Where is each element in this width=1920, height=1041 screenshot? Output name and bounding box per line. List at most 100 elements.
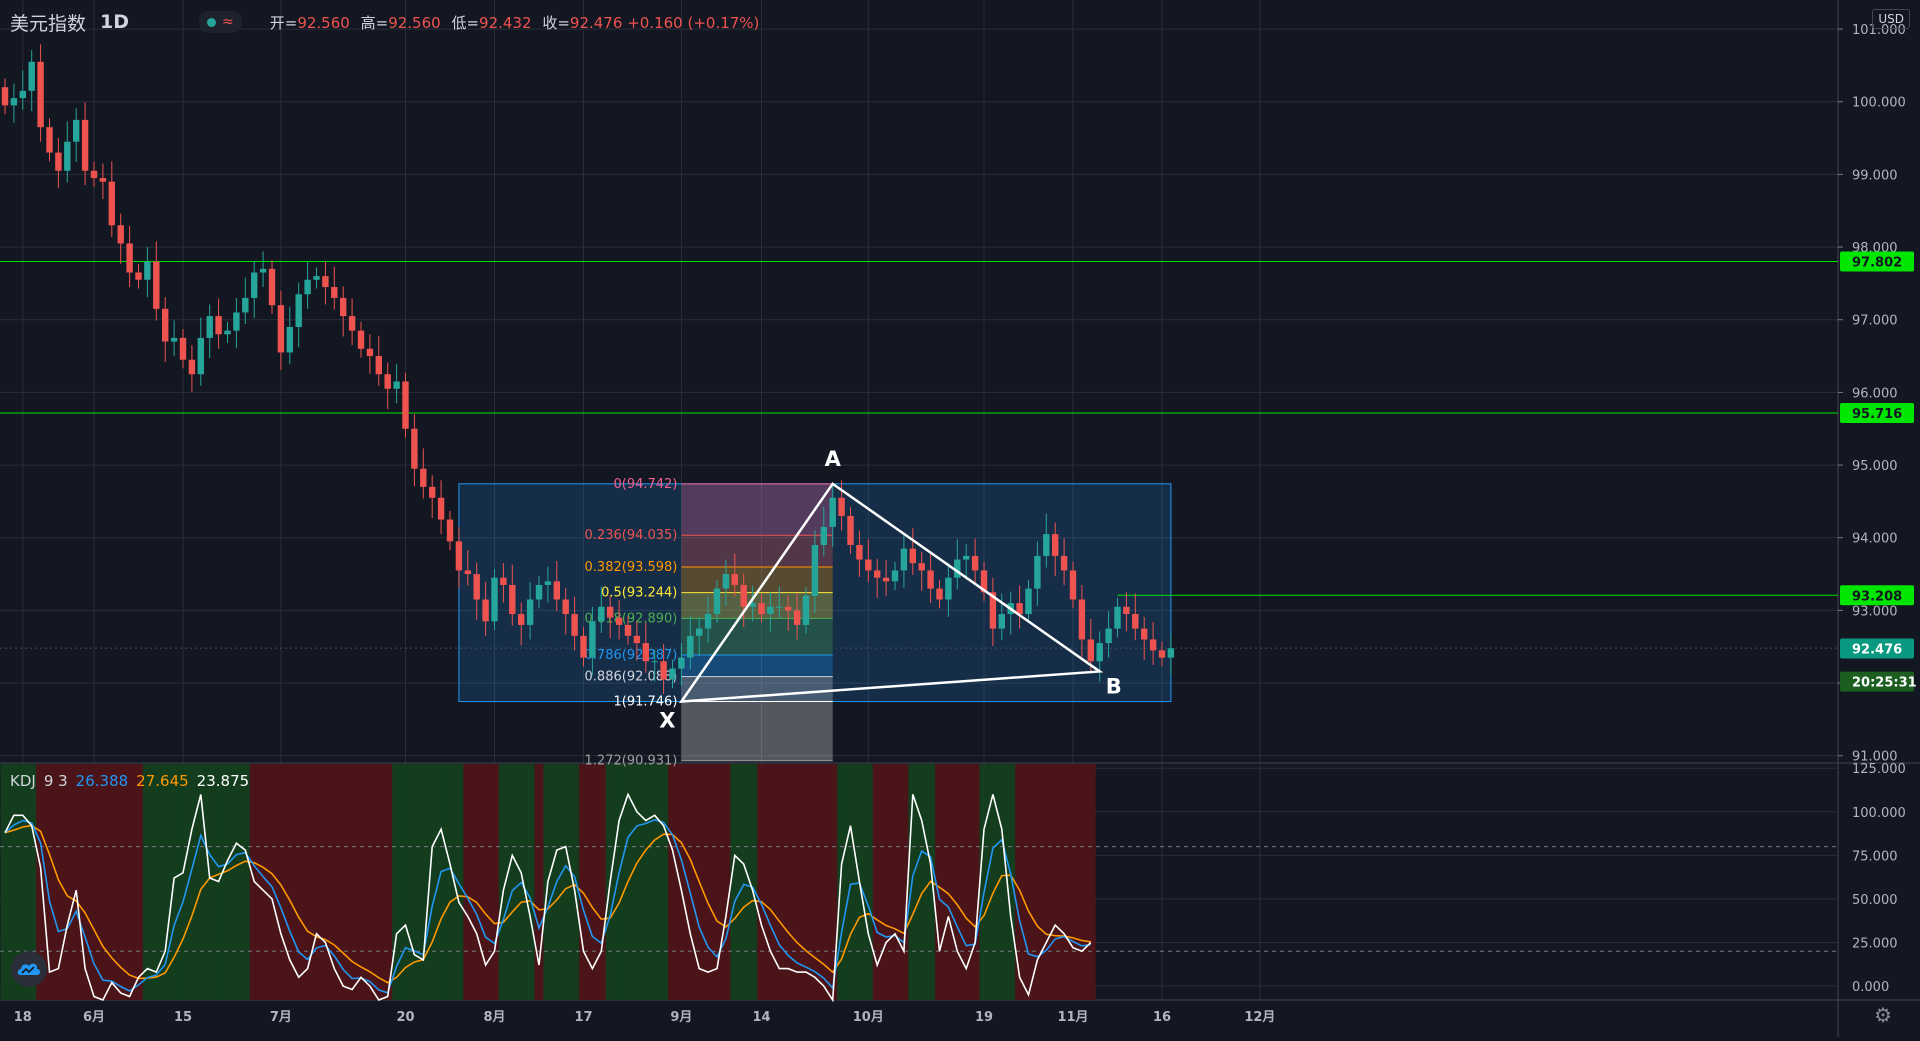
kdj-zone — [463, 764, 473, 1000]
candle-body — [197, 337, 204, 375]
candle-body — [64, 141, 71, 171]
kdj-zone — [659, 764, 669, 1000]
kdj-zone — [614, 764, 625, 1000]
candle-body — [366, 348, 374, 357]
xab-pattern: X A B — [659, 447, 1121, 733]
time-tick-label: 12月 — [1244, 1010, 1275, 1025]
status-pill[interactable]: ≈ — [199, 11, 242, 33]
kdj-zone — [356, 764, 366, 1000]
kdj-zone — [116, 764, 126, 1000]
kdj-zone — [9, 764, 19, 1000]
candle-body — [402, 381, 409, 429]
kdj-zone — [338, 764, 349, 1000]
close-label: 收= — [542, 13, 570, 32]
kdj-zone — [285, 764, 295, 1000]
high-label: 高= — [360, 13, 389, 32]
kdj-zone — [668, 764, 678, 1000]
kdj-zone — [1015, 764, 1025, 1000]
candle-body — [776, 606, 783, 608]
kdj-tick-label: 0.000 — [1852, 980, 1889, 995]
price-badge — [1840, 251, 1914, 272]
kdj-zone — [587, 764, 598, 1000]
candle-body — [713, 588, 721, 615]
kdj-zone — [908, 764, 918, 1000]
candle-body — [1167, 648, 1175, 658]
axes: 101.000100.00099.00098.00097.00096.00095… — [14, 23, 1917, 1025]
settings-gear-icon[interactable]: ⚙ — [1874, 1003, 1892, 1027]
pattern-point-label: B — [1106, 674, 1122, 698]
candle-body — [340, 297, 347, 317]
candle-body — [455, 541, 463, 571]
candle-body — [954, 559, 961, 578]
kdj-zone — [481, 764, 491, 1000]
kdj-indicator — [0, 792, 1838, 1003]
kdj-zone — [534, 764, 544, 1000]
interval-label[interactable]: 1D — [100, 11, 130, 33]
kdj-zone — [739, 764, 749, 1000]
kdj-zone — [472, 764, 482, 1000]
candle-body — [998, 614, 1005, 629]
candle-body — [411, 428, 418, 469]
kdj-tick-label: 50.000 — [1852, 893, 1898, 908]
candle-body — [81, 119, 89, 171]
high-value: 92.560 — [388, 13, 441, 32]
pattern-point-label: A — [825, 447, 842, 471]
price-badge — [1840, 638, 1914, 659]
time-tick-label: 18 — [14, 1010, 32, 1025]
currency-button[interactable]: USD — [1872, 9, 1910, 29]
candle-body — [313, 276, 320, 280]
candle-body — [696, 628, 703, 636]
candle-body — [464, 570, 471, 575]
candle-body — [224, 330, 231, 335]
kdj-zone — [53, 764, 64, 1000]
kdj-zone — [748, 764, 758, 1000]
fib-level-label: 0.382(93.598) — [585, 560, 678, 575]
candle-body — [348, 316, 356, 331]
kdj-zone — [1041, 764, 1052, 1000]
price-tick-label: 91.000 — [1852, 750, 1898, 765]
kdj-zone — [899, 764, 909, 1000]
candle-body — [963, 555, 970, 560]
candle-body — [758, 603, 765, 615]
kdj-zone — [650, 764, 660, 1000]
kdj-zone — [676, 764, 687, 1000]
candle-body — [286, 327, 293, 353]
open-value: 92.560 — [297, 13, 350, 32]
kdj-legend[interactable]: KDJ 9 3 26.388 27.645 23.875 — [10, 772, 249, 790]
candle-body — [99, 178, 107, 182]
fib-zone — [681, 654, 833, 677]
candle-body — [1043, 534, 1050, 556]
fib-level-label: 0.886(92.088) — [585, 670, 678, 685]
kdj-zone — [828, 764, 838, 1000]
kdj-zone — [837, 764, 847, 1000]
candle-body — [429, 486, 436, 498]
candle-body — [544, 581, 552, 585]
kdj-zone — [570, 764, 580, 1000]
candle-body — [927, 570, 934, 589]
fib-zone — [681, 535, 833, 567]
candle-body — [1132, 614, 1139, 629]
candle-body — [518, 614, 525, 625]
candle-body — [331, 287, 338, 298]
candle-body — [615, 617, 623, 625]
candlestick-series — [1, 44, 1175, 694]
market-status-dot-icon — [207, 17, 217, 27]
candle-body — [633, 635, 641, 644]
tradingview-logo-icon[interactable] — [11, 951, 47, 987]
kdj-zone — [409, 764, 420, 1000]
candle-body — [900, 548, 908, 571]
candle-body — [989, 592, 997, 629]
price-badge — [1840, 585, 1914, 606]
kdj-zone — [125, 764, 135, 1000]
kdj-zone — [765, 764, 776, 1000]
symbol-name[interactable]: 美元指数 — [10, 12, 87, 35]
fib-zone — [681, 676, 833, 702]
kdj-zone — [27, 764, 37, 1000]
candle-body — [936, 588, 943, 600]
kdj-zone — [1068, 764, 1078, 1000]
candle-body — [259, 268, 267, 273]
kdj-zone — [703, 764, 714, 1000]
kdj-zone — [231, 764, 242, 1000]
